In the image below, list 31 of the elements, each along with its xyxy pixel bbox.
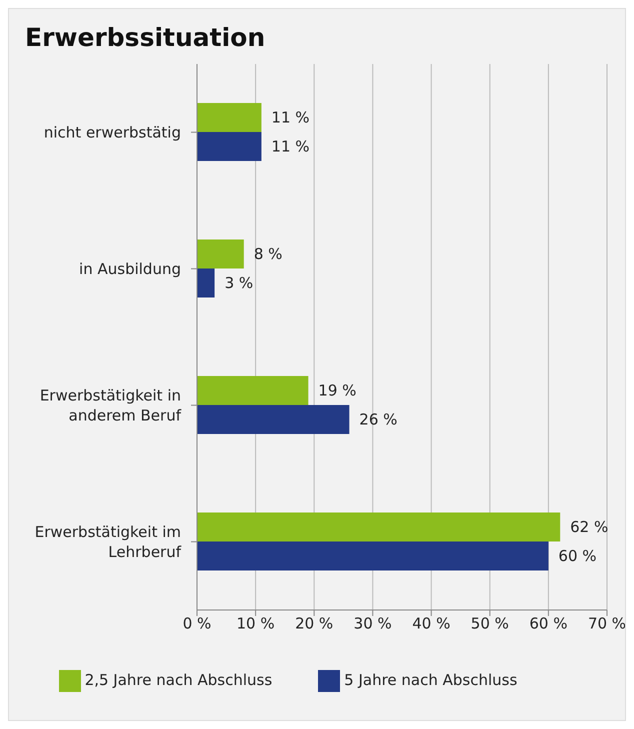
- x-tick-label: 0 %: [182, 614, 212, 633]
- data-label: 19 %: [318, 382, 356, 400]
- x-tick-label: 70 %: [588, 614, 626, 633]
- x-tick-label: 20 %: [295, 614, 334, 633]
- data-label: 62 %: [570, 518, 608, 536]
- data-label: 3 %: [224, 274, 254, 292]
- bar: [197, 268, 215, 298]
- y-tick-label: Erwerbstätigkeit im Lehrberuf: [34, 522, 182, 561]
- bar: [197, 512, 560, 542]
- data-label: 26 %: [359, 410, 398, 428]
- legend-label: 5 Jahre nach Abschluss: [344, 671, 518, 690]
- chart-title: Erwerbssituation: [24, 22, 266, 52]
- x-tick-label: 40 %: [412, 614, 450, 633]
- data-label: 11 %: [271, 138, 310, 156]
- bar: [197, 405, 350, 434]
- x-tick-label: 60 %: [529, 614, 568, 633]
- x-tick-label: 10 %: [236, 614, 275, 633]
- data-label: 8 %: [254, 245, 282, 263]
- bar: [197, 376, 308, 405]
- bar: [197, 132, 262, 161]
- bar: [197, 103, 262, 132]
- bar: [197, 240, 244, 268]
- x-tick-label: 30 %: [354, 614, 392, 633]
- y-tick-label: nicht erwerbstätig: [44, 123, 181, 142]
- bar: [197, 542, 548, 570]
- data-label: 11 %: [271, 108, 310, 126]
- x-tick-label: 50 %: [470, 614, 509, 633]
- y-tick-label: in Ausbildung: [79, 260, 181, 278]
- data-label: 60 %: [558, 547, 597, 565]
- y-tick-label: Erwerbstätigkeit in anderem Beruf: [40, 386, 182, 424]
- legend-label: 2,5 Jahre nach Abschluss: [84, 671, 272, 690]
